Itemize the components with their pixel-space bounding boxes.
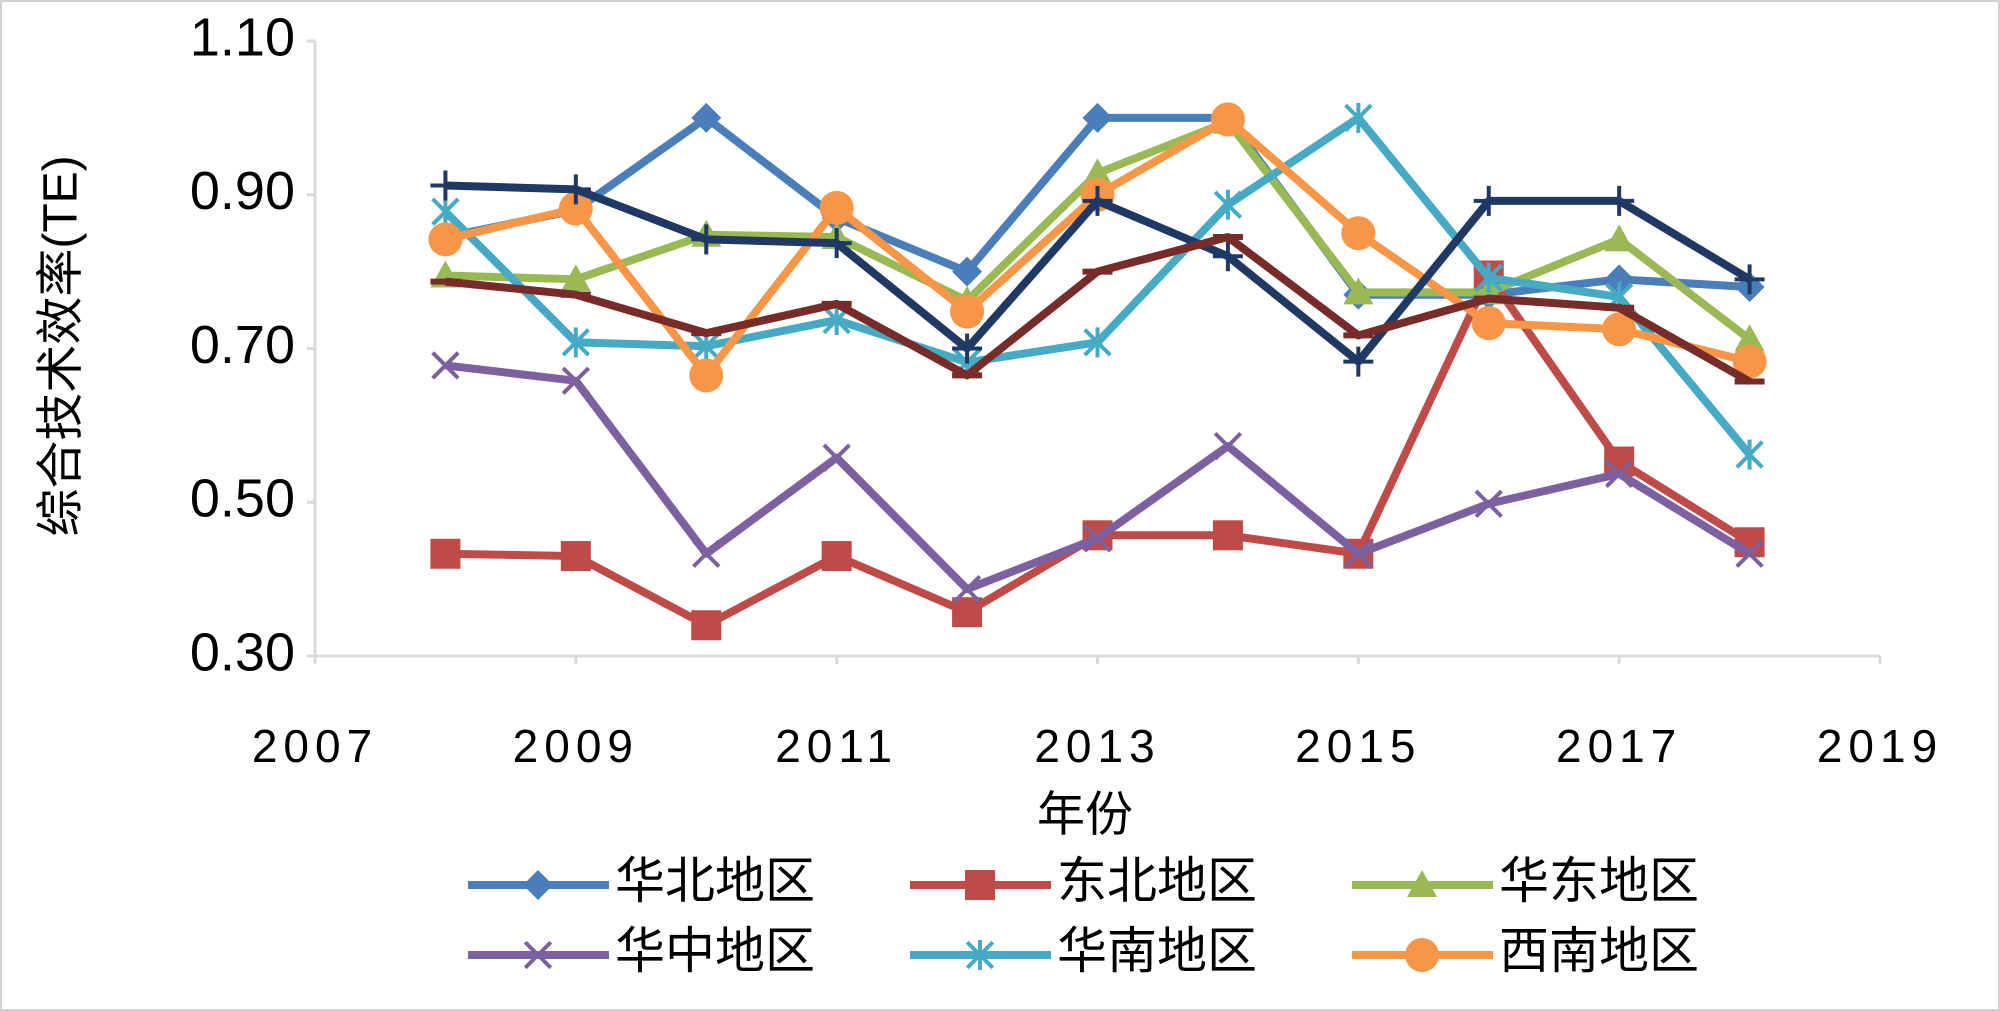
marker (1213, 431, 1243, 461)
marker (560, 541, 591, 572)
marker (1605, 459, 1634, 488)
marker (691, 610, 722, 641)
marker (1212, 520, 1243, 551)
y-tick-label: 0.70 (190, 315, 295, 375)
marker (692, 539, 721, 568)
marker (1343, 346, 1374, 377)
x-axis-label: 年份 (1037, 789, 1133, 842)
marker (560, 264, 591, 292)
marker (1083, 327, 1112, 358)
y-tick-label: 0.90 (190, 161, 295, 221)
marker (561, 366, 590, 395)
marker (1344, 539, 1373, 568)
x-tick-label: 2017 (1556, 720, 1682, 772)
legend-marker (965, 870, 995, 900)
marker (821, 541, 852, 572)
marker (952, 597, 983, 628)
marker (558, 191, 593, 226)
marker (430, 538, 461, 569)
legend-label: 东北地区 (1057, 853, 1257, 909)
legend-marker (1405, 938, 1439, 972)
marker (1474, 489, 1503, 518)
y-tick-label: 0.50 (190, 469, 295, 529)
marker (691, 224, 722, 255)
marker (431, 351, 460, 380)
marker (1344, 102, 1373, 133)
marker (1082, 185, 1113, 216)
marker (1732, 344, 1767, 379)
marker (1602, 312, 1637, 347)
marker (1474, 262, 1503, 293)
marker (1083, 524, 1112, 553)
legend-label: 西南地区 (1499, 923, 1699, 979)
marker (1734, 324, 1765, 352)
x-tick-label: 2015 (1295, 720, 1421, 772)
marker (1213, 189, 1243, 220)
x-tick-label: 2009 (513, 720, 639, 772)
marker (952, 256, 983, 287)
y-tick-label: 1.10 (190, 7, 295, 67)
y-axis-label: 综合技术效率(TE) (35, 155, 88, 536)
marker (952, 333, 983, 364)
x-tick-label: 2011 (775, 720, 898, 772)
marker (952, 574, 982, 604)
marker (1343, 277, 1374, 305)
marker (950, 294, 985, 329)
legend-marker (523, 870, 553, 900)
marker (689, 358, 724, 393)
marker (822, 443, 851, 472)
legend-marker (1407, 870, 1437, 897)
legend-label: 华中地区 (615, 923, 815, 979)
marker (691, 102, 722, 133)
marker (1604, 185, 1635, 216)
marker (1082, 158, 1113, 186)
marker (819, 190, 854, 225)
marker (430, 170, 461, 201)
legend-label: 华北地区 (615, 853, 815, 909)
marker (1082, 102, 1113, 133)
marker (1210, 102, 1245, 137)
legend-label: 华南地区 (1057, 923, 1257, 979)
marker (428, 222, 463, 257)
marker (1604, 224, 1635, 252)
x-tick-label: 2007 (252, 720, 378, 772)
x-tick-label: 2019 (1817, 720, 1943, 772)
marker (1471, 306, 1506, 341)
marker (561, 327, 590, 358)
marker (1734, 264, 1765, 295)
marker (1212, 241, 1243, 272)
legend-marker (965, 940, 995, 970)
marker (1735, 539, 1764, 568)
marker (1341, 216, 1376, 251)
marker (1735, 439, 1764, 470)
legend-marker (523, 940, 553, 970)
marker (560, 174, 591, 205)
marker (1473, 185, 1504, 216)
marker (821, 228, 852, 259)
legend-label: 华东地区 (1499, 853, 1699, 909)
y-tick-label: 0.30 (190, 622, 295, 682)
x-tick-label: 2013 (1034, 720, 1160, 772)
marker (431, 196, 460, 227)
